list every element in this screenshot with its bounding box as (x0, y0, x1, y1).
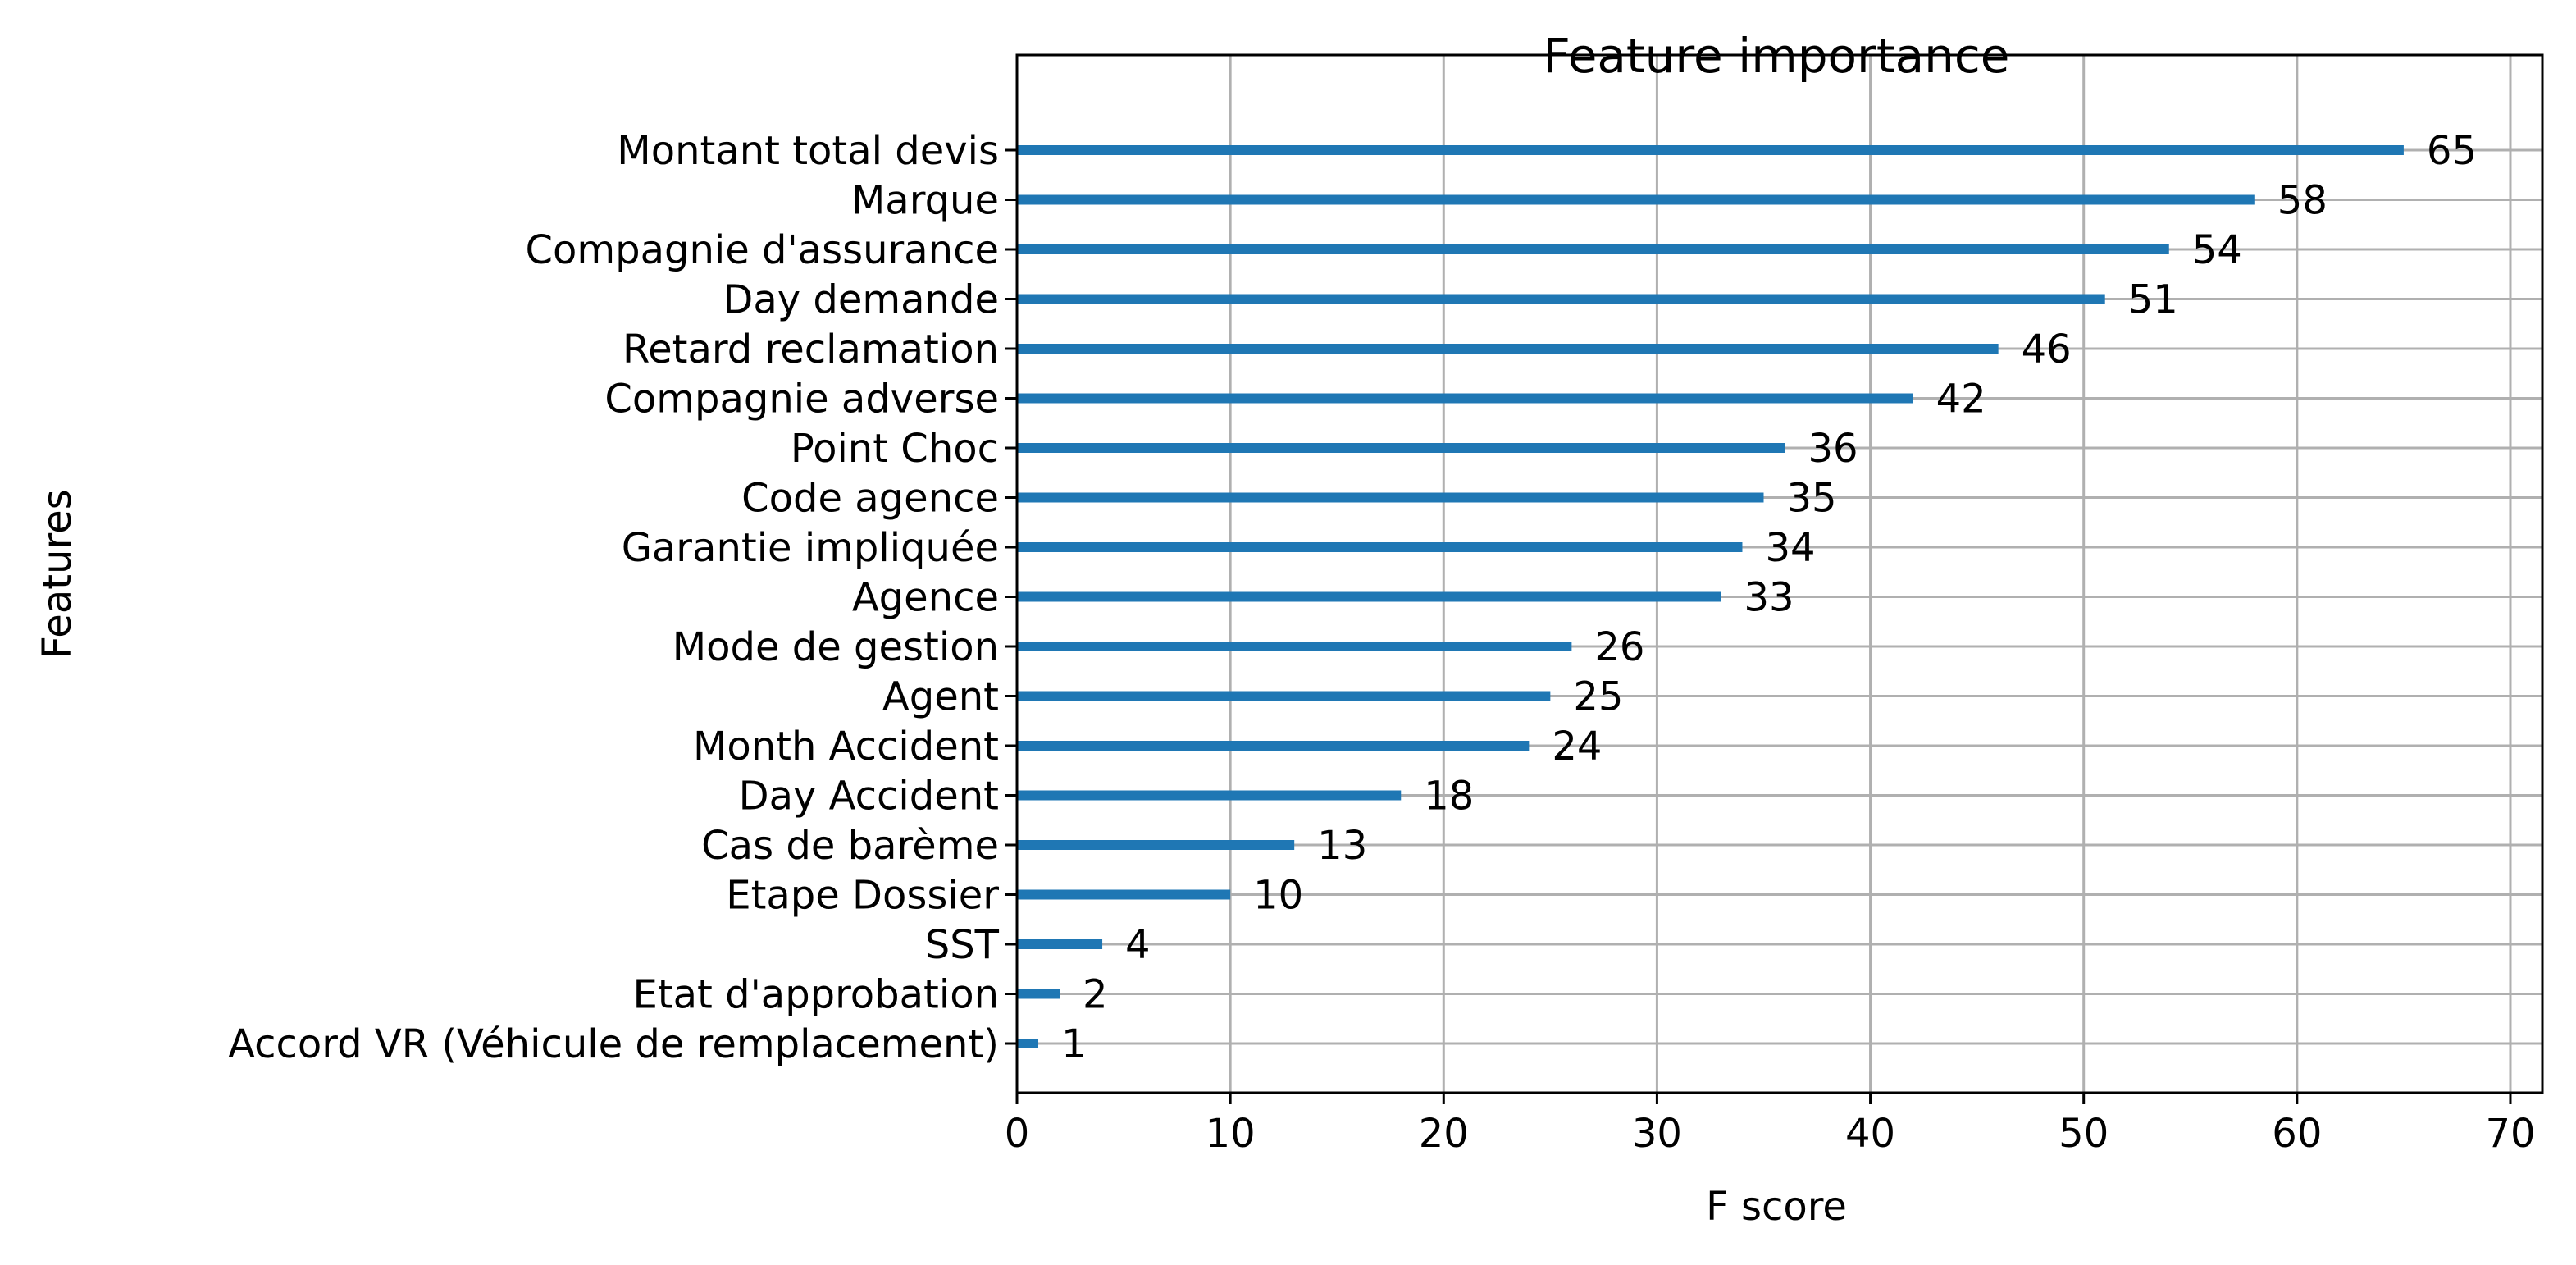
bar-value-label: 33 (1744, 575, 1794, 621)
x-tick-label: 10 (1206, 1111, 1256, 1157)
bar-value-label: 34 (1765, 525, 1815, 571)
y-tick-label: Garantie impliquée (622, 525, 999, 571)
bar (1017, 790, 1402, 801)
bar (1017, 939, 1103, 949)
bar (1017, 492, 1764, 503)
bar-value-label: 35 (1786, 476, 1836, 522)
bar (1017, 145, 2404, 155)
bar (1017, 1039, 1039, 1048)
bar (1017, 591, 1721, 602)
bar-value-label: 46 (2022, 327, 2072, 372)
bar-value-label: 26 (1594, 624, 1644, 670)
bar-value-label: 4 (1125, 922, 1151, 968)
bar-value-label: 24 (1552, 724, 1602, 770)
y-tick-label: SST (925, 922, 1000, 968)
bar (1017, 344, 1999, 354)
bar-value-label: 51 (2128, 277, 2178, 323)
x-axis-ticks: 0 10 20 30 40 50 60 70 (1005, 1093, 2536, 1157)
y-axis-label: Features (34, 489, 80, 658)
bar (1017, 691, 1551, 701)
bar (1017, 294, 2105, 304)
y-tick-label: Marque (851, 178, 999, 224)
chart-title: Feature importance (1543, 28, 2010, 84)
y-tick-label: Etape Dossier (726, 873, 999, 919)
x-tick-label: 50 (2059, 1111, 2109, 1157)
bar-value-label: 1 (1061, 1021, 1087, 1067)
y-tick-label: Day demande (723, 277, 999, 323)
bar-value-label: 13 (1317, 823, 1367, 869)
bar-value-label: 25 (1573, 674, 1623, 720)
plot-frame (1015, 53, 2544, 1094)
x-axis-label: F score (1706, 1184, 1847, 1230)
bar-value-label: 65 (2427, 128, 2477, 174)
bar-value-label: 18 (1424, 774, 1474, 820)
y-tick-label: Accord VR (Véhicule de remplacement) (228, 1021, 999, 1067)
bar (1017, 542, 1743, 552)
bar-value-label: 42 (1936, 377, 1986, 422)
y-tick-label: Cas de barème (701, 823, 999, 869)
y-tick-label: Agence (852, 575, 999, 621)
bar (1017, 741, 1530, 751)
bar-value-label: 36 (1808, 426, 1858, 472)
bar (1017, 443, 1785, 453)
bars (1017, 145, 2404, 1048)
bar-value-label: 54 (2192, 227, 2242, 273)
bar-value-label: 58 (2277, 178, 2328, 224)
x-tick-label: 40 (1845, 1111, 1895, 1157)
y-tick-label: Compagnie d'assurance (525, 227, 999, 273)
bar (1017, 840, 1295, 850)
bar (1017, 194, 2255, 205)
y-tick-label: Day Accident (739, 774, 999, 820)
bar-value-label: 2 (1083, 972, 1108, 1018)
bar (1017, 393, 1913, 404)
y-tick-label: Montant total devis (617, 128, 999, 174)
y-tick-label: Retard reclamation (622, 327, 999, 372)
y-tick-label: Mode de gestion (672, 624, 999, 670)
y-tick-label: Month Accident (693, 724, 999, 770)
y-tick-label: Agent (882, 674, 999, 720)
x-tick-label: 20 (1419, 1111, 1469, 1157)
x-tick-label: 70 (2485, 1111, 2535, 1157)
bar (1017, 989, 1060, 999)
y-tick-label: Point Choc (791, 426, 999, 472)
y-tick-label: Compagnie adverse (604, 377, 999, 422)
bar (1017, 889, 1231, 900)
bar-value-label: 10 (1253, 873, 1303, 919)
bar (1017, 642, 1572, 651)
x-tick-label: 60 (2272, 1111, 2322, 1157)
y-tick-label: Etat d'approbation (632, 972, 999, 1018)
y-tick-label: Code agence (741, 476, 999, 522)
y-axis-ticks: Accord VR (Véhicule de remplacement)Etat… (228, 128, 1017, 1067)
x-tick-label: 0 (1005, 1111, 1030, 1157)
bar (1017, 244, 2169, 254)
x-tick-label: 30 (1632, 1111, 1682, 1157)
